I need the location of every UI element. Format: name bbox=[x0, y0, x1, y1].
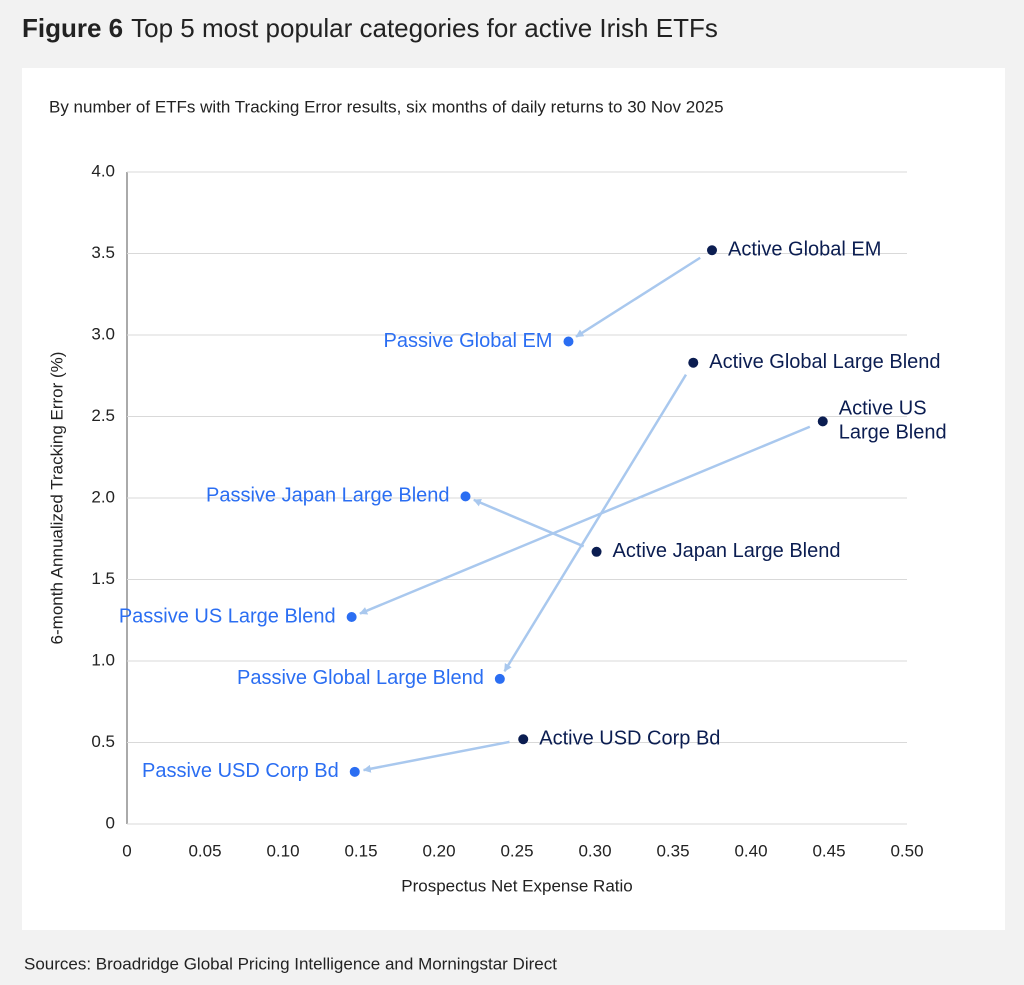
chart-title: Top 5 most popular categories for active… bbox=[131, 13, 718, 43]
active-point bbox=[817, 416, 828, 427]
y-tick-label: 1.5 bbox=[91, 569, 115, 588]
passive-label: Passive Japan Large Blend bbox=[206, 485, 450, 507]
active-label: Active Global Large Blend bbox=[709, 351, 940, 373]
x-tick-label: 0.35 bbox=[656, 841, 689, 860]
x-tick-label: 0.20 bbox=[422, 841, 455, 860]
passive-label: Passive US Large Blend bbox=[119, 605, 336, 627]
x-tick-label: 0.30 bbox=[578, 841, 611, 860]
y-tick-label: 3.5 bbox=[91, 243, 115, 262]
active-label: Large Blend bbox=[839, 422, 947, 444]
active-point bbox=[591, 546, 602, 557]
x-tick-label: 0.05 bbox=[188, 841, 221, 860]
x-axis-label: Prospectus Net Expense Ratio bbox=[401, 876, 633, 895]
passive-label: Passive Global EM bbox=[384, 330, 553, 352]
x-tick-label: 0.50 bbox=[890, 841, 923, 860]
y-tick-label: 0.5 bbox=[91, 732, 115, 751]
arrow bbox=[575, 256, 701, 338]
source: Sources: Broadridge Global Pricing Intel… bbox=[24, 954, 557, 973]
y-tick-label: 2.5 bbox=[91, 406, 115, 425]
y-tick-label: 1.0 bbox=[91, 650, 115, 669]
y-tick-label: 0 bbox=[106, 813, 115, 832]
arrow bbox=[473, 498, 585, 548]
title-line: Figure 6 Top 5 most popular categories fo… bbox=[22, 13, 718, 43]
active-point bbox=[688, 357, 699, 368]
arrow bbox=[362, 740, 510, 773]
active-label: Active US bbox=[839, 398, 927, 420]
passive-point bbox=[563, 336, 574, 347]
x-tick-label: 0.10 bbox=[266, 841, 299, 860]
x-tick-label: 0 bbox=[122, 841, 131, 860]
active-label: Active USD Corp Bd bbox=[539, 728, 720, 750]
active-label: Active Global EM bbox=[728, 239, 881, 261]
x-tick-label: 0.25 bbox=[500, 841, 533, 860]
active-label: Active Japan Large Blend bbox=[613, 540, 841, 562]
y-axis-label: 6-month Annualized Tracking Error (%) bbox=[47, 352, 66, 645]
y-tick-label: 2.0 bbox=[91, 487, 115, 506]
passive-point bbox=[346, 611, 357, 622]
passive-point bbox=[494, 673, 505, 684]
passive-point bbox=[349, 766, 360, 777]
arrow bbox=[503, 374, 688, 672]
figure-label: Figure 6 bbox=[22, 13, 123, 43]
passive-label: Passive USD Corp Bd bbox=[142, 760, 339, 782]
y-tick-label: 3.0 bbox=[91, 324, 115, 343]
passive-label: Passive Global Large Blend bbox=[237, 667, 484, 689]
x-tick-label: 0.15 bbox=[344, 841, 377, 860]
active-point bbox=[707, 245, 717, 256]
passive-point bbox=[460, 491, 471, 502]
active-point bbox=[518, 734, 529, 745]
subtitle: By number of ETFs with Tracking Error re… bbox=[49, 97, 724, 116]
x-tick-label: 0.40 bbox=[734, 841, 767, 860]
chart-panel bbox=[22, 68, 1005, 930]
arrow bbox=[359, 425, 811, 615]
y-tick-label: 4.0 bbox=[91, 161, 115, 180]
x-tick-label: 0.45 bbox=[812, 841, 845, 860]
